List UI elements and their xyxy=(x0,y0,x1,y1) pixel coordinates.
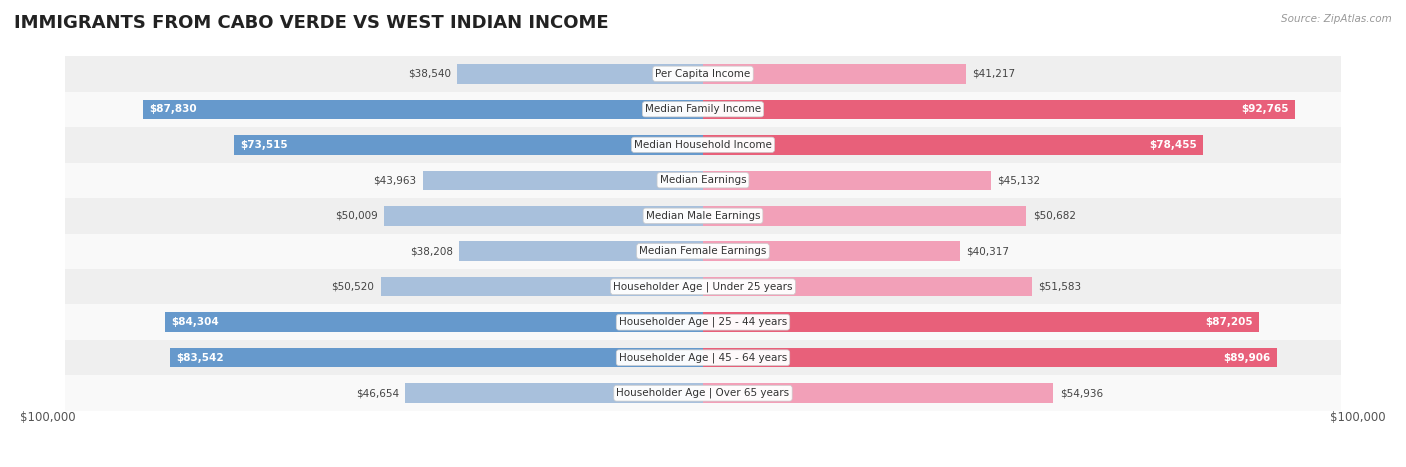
Bar xyxy=(65,304,1341,340)
Text: Householder Age | Over 65 years: Householder Age | Over 65 years xyxy=(616,388,790,398)
Text: $89,906: $89,906 xyxy=(1223,353,1270,363)
Text: $73,515: $73,515 xyxy=(240,140,288,150)
Text: $54,936: $54,936 xyxy=(1060,388,1102,398)
Text: $100,000: $100,000 xyxy=(21,411,76,424)
Bar xyxy=(65,127,1341,163)
Bar xyxy=(703,348,1277,368)
Bar xyxy=(233,135,703,155)
Bar xyxy=(65,163,1341,198)
Bar xyxy=(703,135,1204,155)
Text: $87,205: $87,205 xyxy=(1205,317,1253,327)
Text: $50,682: $50,682 xyxy=(1032,211,1076,221)
Bar xyxy=(703,383,1053,403)
Text: IMMIGRANTS FROM CABO VERDE VS WEST INDIAN INCOME: IMMIGRANTS FROM CABO VERDE VS WEST INDIA… xyxy=(14,14,609,32)
Text: $100,000: $100,000 xyxy=(1330,411,1385,424)
Text: Householder Age | 25 - 44 years: Householder Age | 25 - 44 years xyxy=(619,317,787,327)
Text: $50,009: $50,009 xyxy=(335,211,378,221)
Bar xyxy=(65,269,1341,304)
Text: $87,830: $87,830 xyxy=(149,104,197,114)
Bar xyxy=(703,241,960,261)
Text: Median Household Income: Median Household Income xyxy=(634,140,772,150)
Text: Median Female Earnings: Median Female Earnings xyxy=(640,246,766,256)
Text: Householder Age | 45 - 64 years: Householder Age | 45 - 64 years xyxy=(619,353,787,363)
Text: Source: ZipAtlas.com: Source: ZipAtlas.com xyxy=(1281,14,1392,24)
Bar xyxy=(384,206,703,226)
Bar xyxy=(457,64,703,84)
Text: $38,540: $38,540 xyxy=(408,69,451,79)
Bar xyxy=(65,92,1341,127)
Bar xyxy=(703,99,1295,119)
Bar xyxy=(703,312,1260,332)
Text: $41,217: $41,217 xyxy=(973,69,1015,79)
Bar xyxy=(65,234,1341,269)
Bar xyxy=(423,170,703,190)
Bar xyxy=(65,340,1341,375)
Bar xyxy=(703,64,966,84)
Text: $38,208: $38,208 xyxy=(411,246,453,256)
Bar xyxy=(460,241,703,261)
Bar xyxy=(381,277,703,297)
Bar xyxy=(166,312,703,332)
Bar xyxy=(703,170,991,190)
Bar xyxy=(65,56,1341,92)
Text: $84,304: $84,304 xyxy=(172,317,219,327)
Text: Median Male Earnings: Median Male Earnings xyxy=(645,211,761,221)
Text: $40,317: $40,317 xyxy=(966,246,1010,256)
Text: $43,963: $43,963 xyxy=(373,175,416,185)
Text: $51,583: $51,583 xyxy=(1039,282,1081,292)
Bar xyxy=(143,99,703,119)
Text: $50,520: $50,520 xyxy=(332,282,374,292)
Text: Median Earnings: Median Earnings xyxy=(659,175,747,185)
Bar xyxy=(65,375,1341,411)
Bar xyxy=(65,198,1341,234)
Text: $83,542: $83,542 xyxy=(177,353,224,363)
Text: $45,132: $45,132 xyxy=(997,175,1040,185)
Text: Householder Age | Under 25 years: Householder Age | Under 25 years xyxy=(613,282,793,292)
Bar xyxy=(170,348,703,368)
Text: Median Family Income: Median Family Income xyxy=(645,104,761,114)
Text: Per Capita Income: Per Capita Income xyxy=(655,69,751,79)
Bar xyxy=(703,277,1032,297)
Bar xyxy=(405,383,703,403)
Text: $46,654: $46,654 xyxy=(356,388,399,398)
Text: $78,455: $78,455 xyxy=(1149,140,1197,150)
Bar xyxy=(703,206,1026,226)
Text: $92,765: $92,765 xyxy=(1241,104,1288,114)
